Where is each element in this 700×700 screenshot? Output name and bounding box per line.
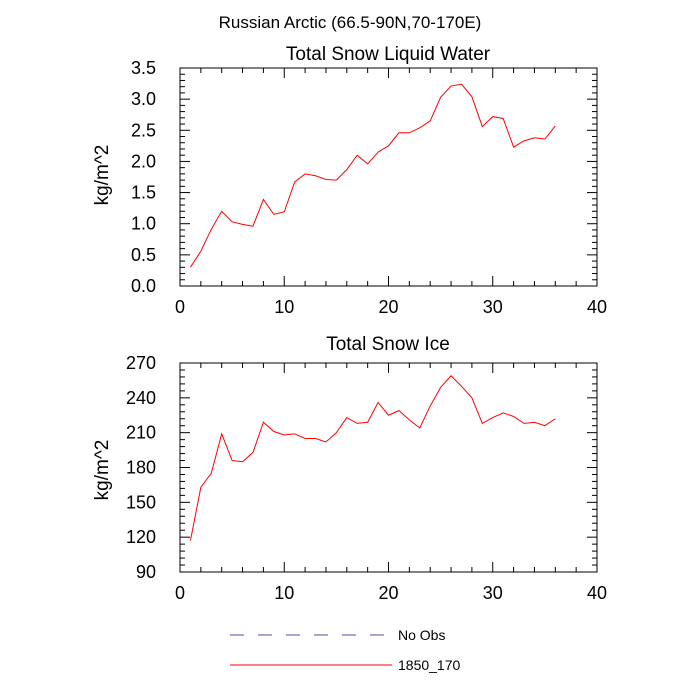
y-tick-label: 3.0	[131, 89, 156, 109]
y-tick-label: 120	[126, 527, 156, 547]
figure-title: Russian Arctic (66.5-90N,70-170E)	[219, 13, 482, 32]
y-tick-label: 150	[126, 492, 156, 512]
x-tick-label: 20	[378, 583, 398, 603]
y-tick-label: 270	[126, 353, 156, 373]
x-tick-label: 40	[587, 297, 607, 317]
x-tick-label: 30	[483, 583, 503, 603]
panel-snow-liquid-water: Total Snow Liquid Water kg/m^2 0 10 20 30 40…	[92, 44, 607, 317]
y-tick-label: 90	[136, 562, 156, 582]
x-tick-label: 10	[274, 297, 294, 317]
y-tick-label: 0.0	[131, 276, 156, 296]
y-axis-label: kg/m^2	[92, 145, 113, 206]
plot-area: 0 10 20 30 40 0.0 0.5 1.0 1.5 2.0 2.5 3.0 3.5	[131, 58, 607, 317]
y-tick-label: 210	[126, 423, 156, 443]
legend-label-1850-170: 1850_170	[398, 657, 461, 673]
x-tick-label: 0	[175, 297, 185, 317]
panel-title: Total Snow Ice	[326, 334, 450, 355]
y-tick-label: 1.0	[131, 214, 156, 234]
x-tick-label: 0	[175, 583, 185, 603]
plot-frame	[179, 67, 598, 287]
y-tick-label: 3.5	[131, 58, 156, 78]
y-axis-label: kg/m^2	[92, 440, 113, 501]
legend-label-no-obs: No Obs	[398, 627, 445, 643]
panel-snow-ice: Total Snow Ice kg/m^2 0 10 20 30 40 90 120 150 1…	[92, 334, 607, 603]
series-line-1850-170	[190, 83, 556, 268]
x-tick-label: 30	[483, 297, 503, 317]
y-tick-label: 2.0	[131, 151, 156, 171]
x-tick-label: 20	[378, 297, 398, 317]
plot-frame	[179, 362, 598, 573]
y-tick-label: 180	[126, 458, 156, 478]
y-tick-label: 2.5	[131, 120, 156, 140]
y-tick-label: 1.5	[131, 183, 156, 203]
x-tick-label: 10	[274, 583, 294, 603]
legend: No Obs 1850_170	[230, 627, 461, 673]
plot-area: 0 10 20 30 40 90 120 150 180 210 240 270	[126, 353, 607, 603]
y-tick-label: 0.5	[131, 245, 156, 265]
x-tick-label: 40	[587, 583, 607, 603]
panel-title: Total Snow Liquid Water	[286, 44, 491, 65]
series-line-1850-170	[189, 375, 556, 541]
y-tick-label: 240	[126, 388, 156, 408]
